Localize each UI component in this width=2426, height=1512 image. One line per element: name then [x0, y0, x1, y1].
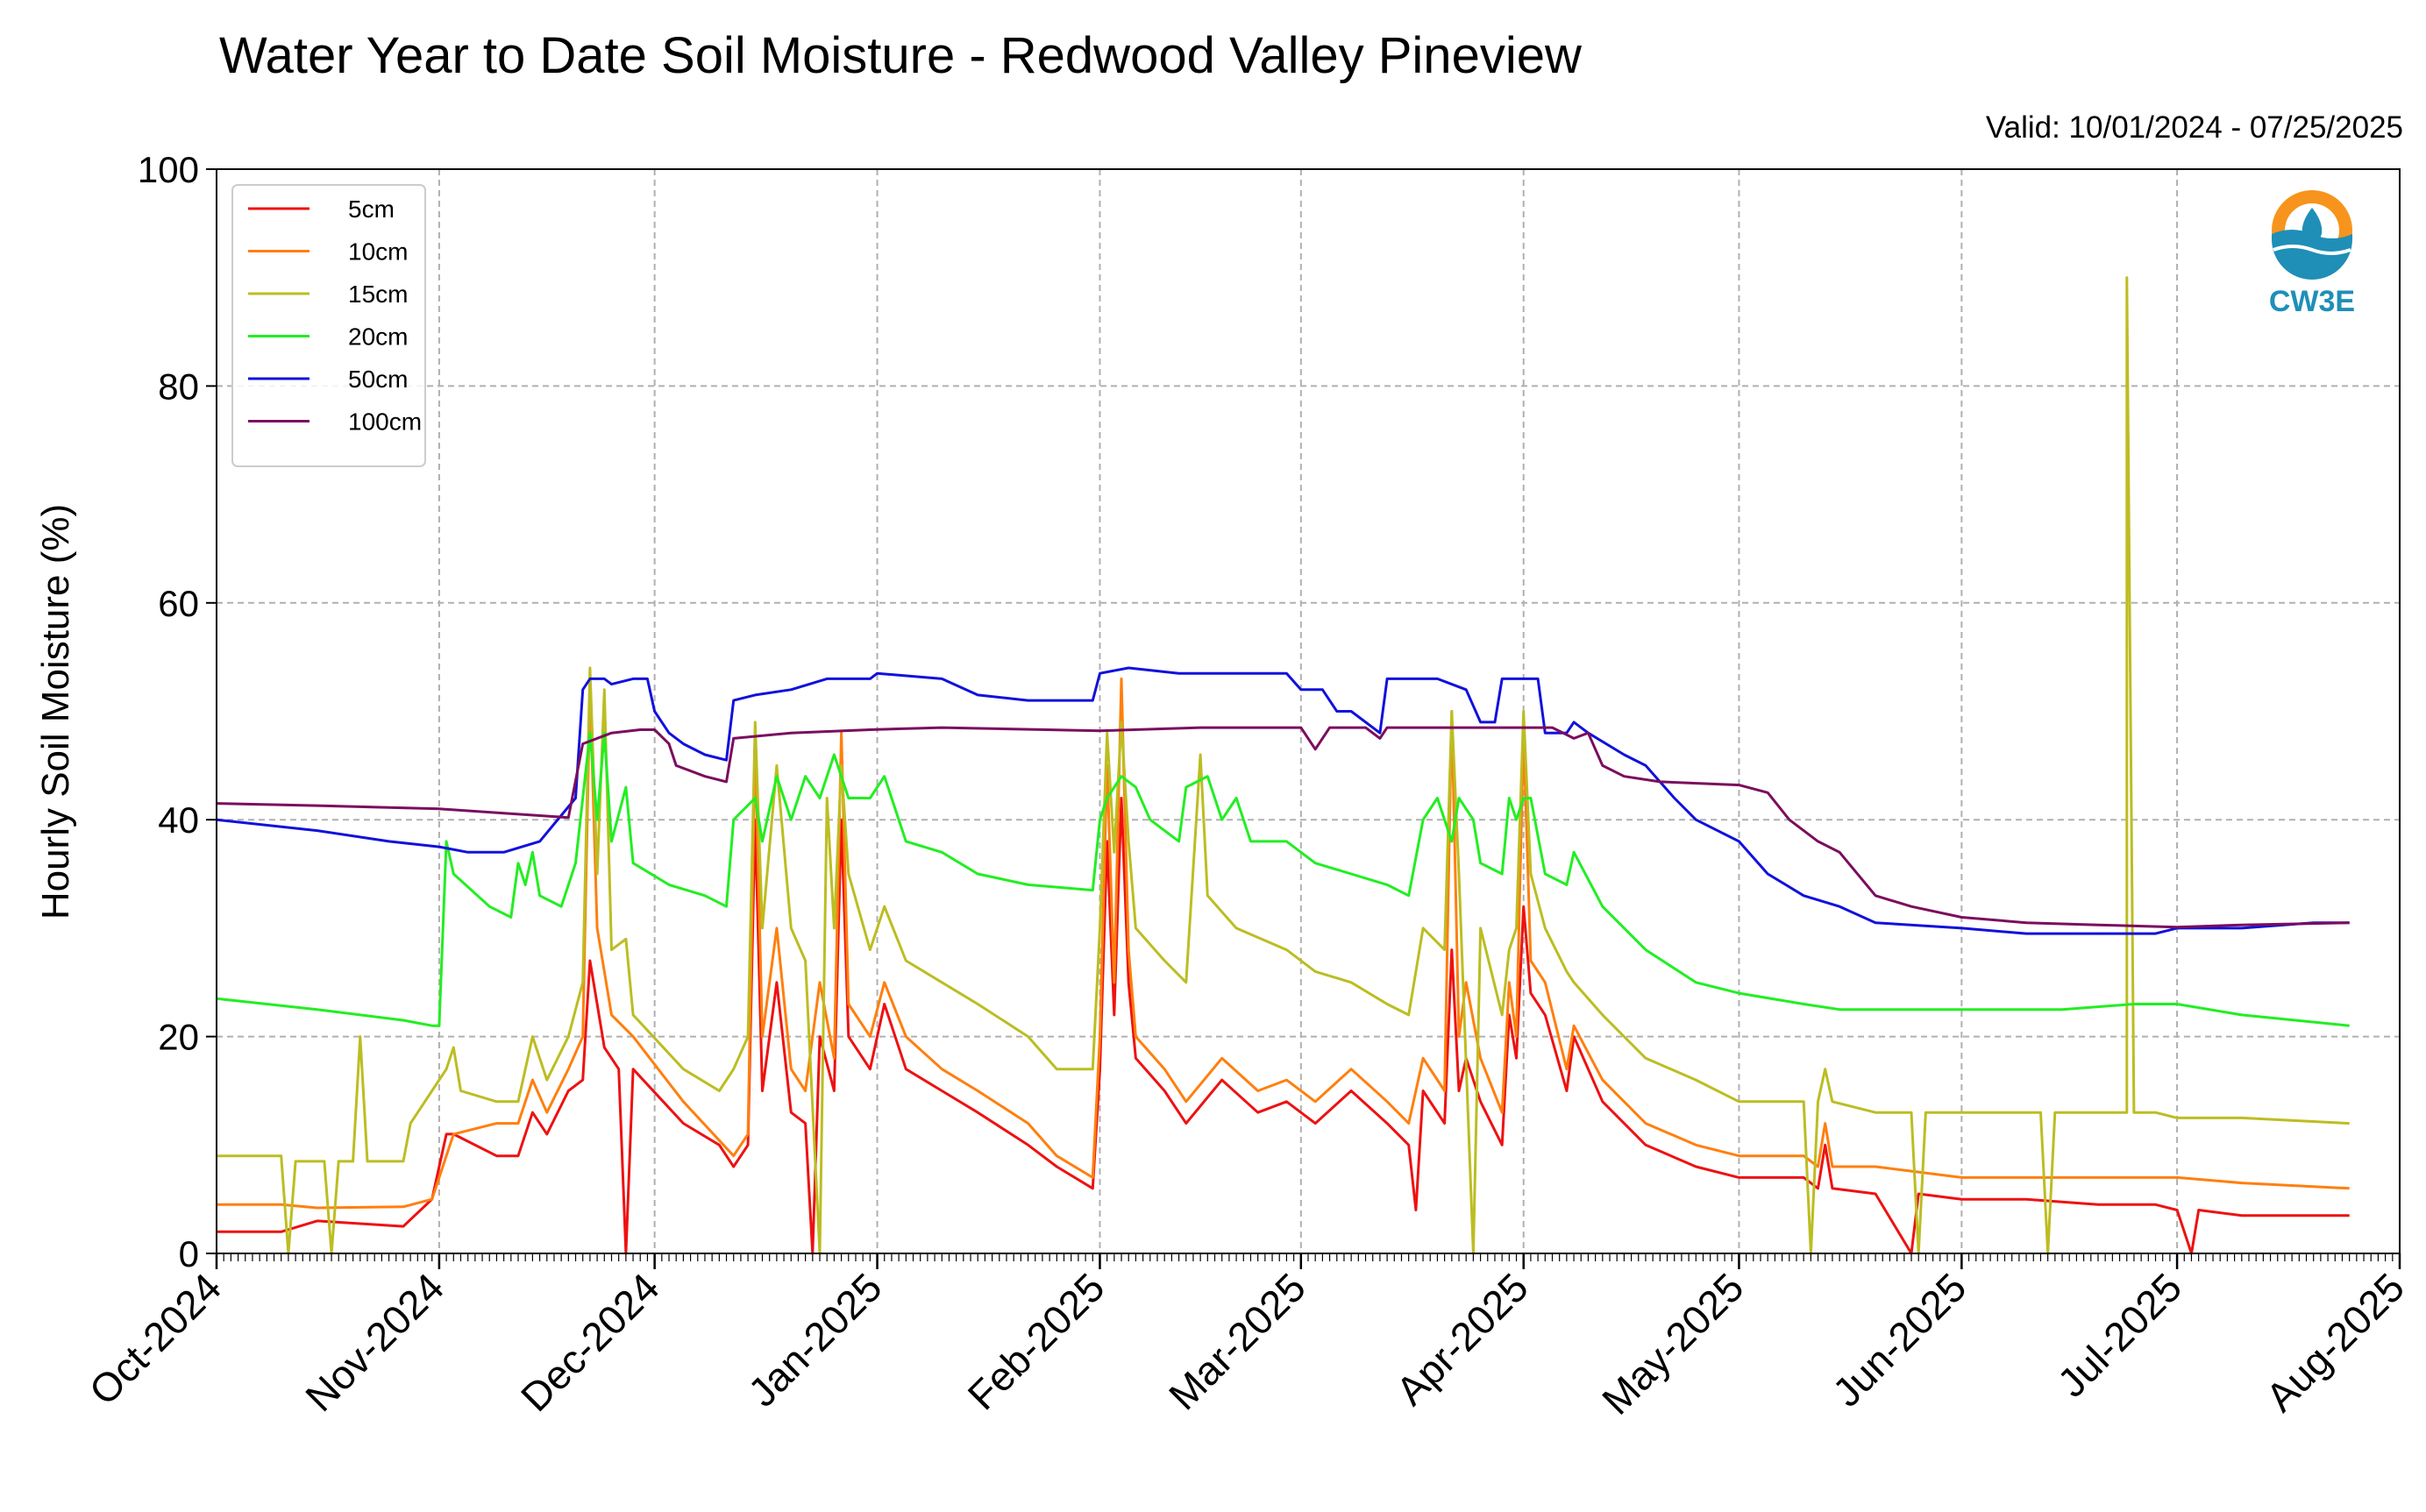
series-line-100cm — [216, 726, 2350, 929]
series-line-5cm — [217, 797, 2350, 1255]
legend-label-50cm: 50cm — [348, 366, 408, 393]
series-line-15cm — [217, 276, 2350, 1255]
series-lines — [216, 276, 2350, 1255]
x-tick-label: Oct-2024 — [81, 1264, 231, 1414]
x-tick-label: Jun-2025 — [1824, 1264, 1974, 1415]
axes: 0 20 40 60 80 100 Oct-2024 Nov-2024 Dec-2024 Jan-… — [81, 149, 2414, 1423]
legend-label-100cm: 100cm — [348, 408, 422, 436]
legend-label-10cm: 10cm — [348, 238, 408, 266]
x-tick-label: Jul-2025 — [2049, 1264, 2191, 1406]
legend-label-5cm: 5cm — [348, 195, 395, 223]
chart-title: Water Year to Date Soil Moisture - Redwo… — [219, 27, 1582, 84]
x-tick-label: Aug-2025 — [2257, 1264, 2413, 1420]
legend-label-20cm: 20cm — [348, 323, 408, 351]
series-line-10cm — [217, 677, 2350, 1210]
x-tick-label: May-2025 — [1593, 1264, 1752, 1423]
x-tick-label: Feb-2025 — [959, 1264, 1113, 1418]
y-axis-label: Hourly Soil Moisture (%) — [34, 504, 77, 919]
y-tick-label: 40 — [158, 799, 199, 841]
y-tick-label: 20 — [158, 1017, 199, 1058]
cw3e-logo-label: CW3E — [2269, 285, 2355, 318]
legend: 5cm 10cm 15cm 20cm 50cm 100cm — [231, 184, 426, 467]
x-tick-label: Mar-2025 — [1160, 1264, 1314, 1418]
x-tick-label: Apr-2025 — [1387, 1264, 1537, 1414]
cw3e-logo: CW3E — [2269, 190, 2355, 318]
y-tick-label: 80 — [158, 366, 199, 407]
series-line-20cm — [216, 731, 2350, 1027]
y-tick-label: 0 — [179, 1233, 199, 1274]
legend-box — [231, 184, 426, 467]
legend-label-15cm: 15cm — [348, 280, 408, 308]
grid-lines — [217, 169, 2400, 1253]
series-line-50cm — [216, 666, 2350, 935]
y-tick-label: 100 — [138, 149, 199, 190]
chart-subtitle: Valid: 10/01/2024 - 07/25/2025 — [1985, 110, 2403, 145]
plot-frame — [216, 168, 2401, 1254]
x-tick-label: Dec-2024 — [512, 1264, 668, 1420]
x-tick-label: Nov-2024 — [296, 1264, 452, 1420]
x-tick-label: Jan-2025 — [739, 1264, 890, 1415]
y-tick-label: 60 — [158, 583, 199, 624]
